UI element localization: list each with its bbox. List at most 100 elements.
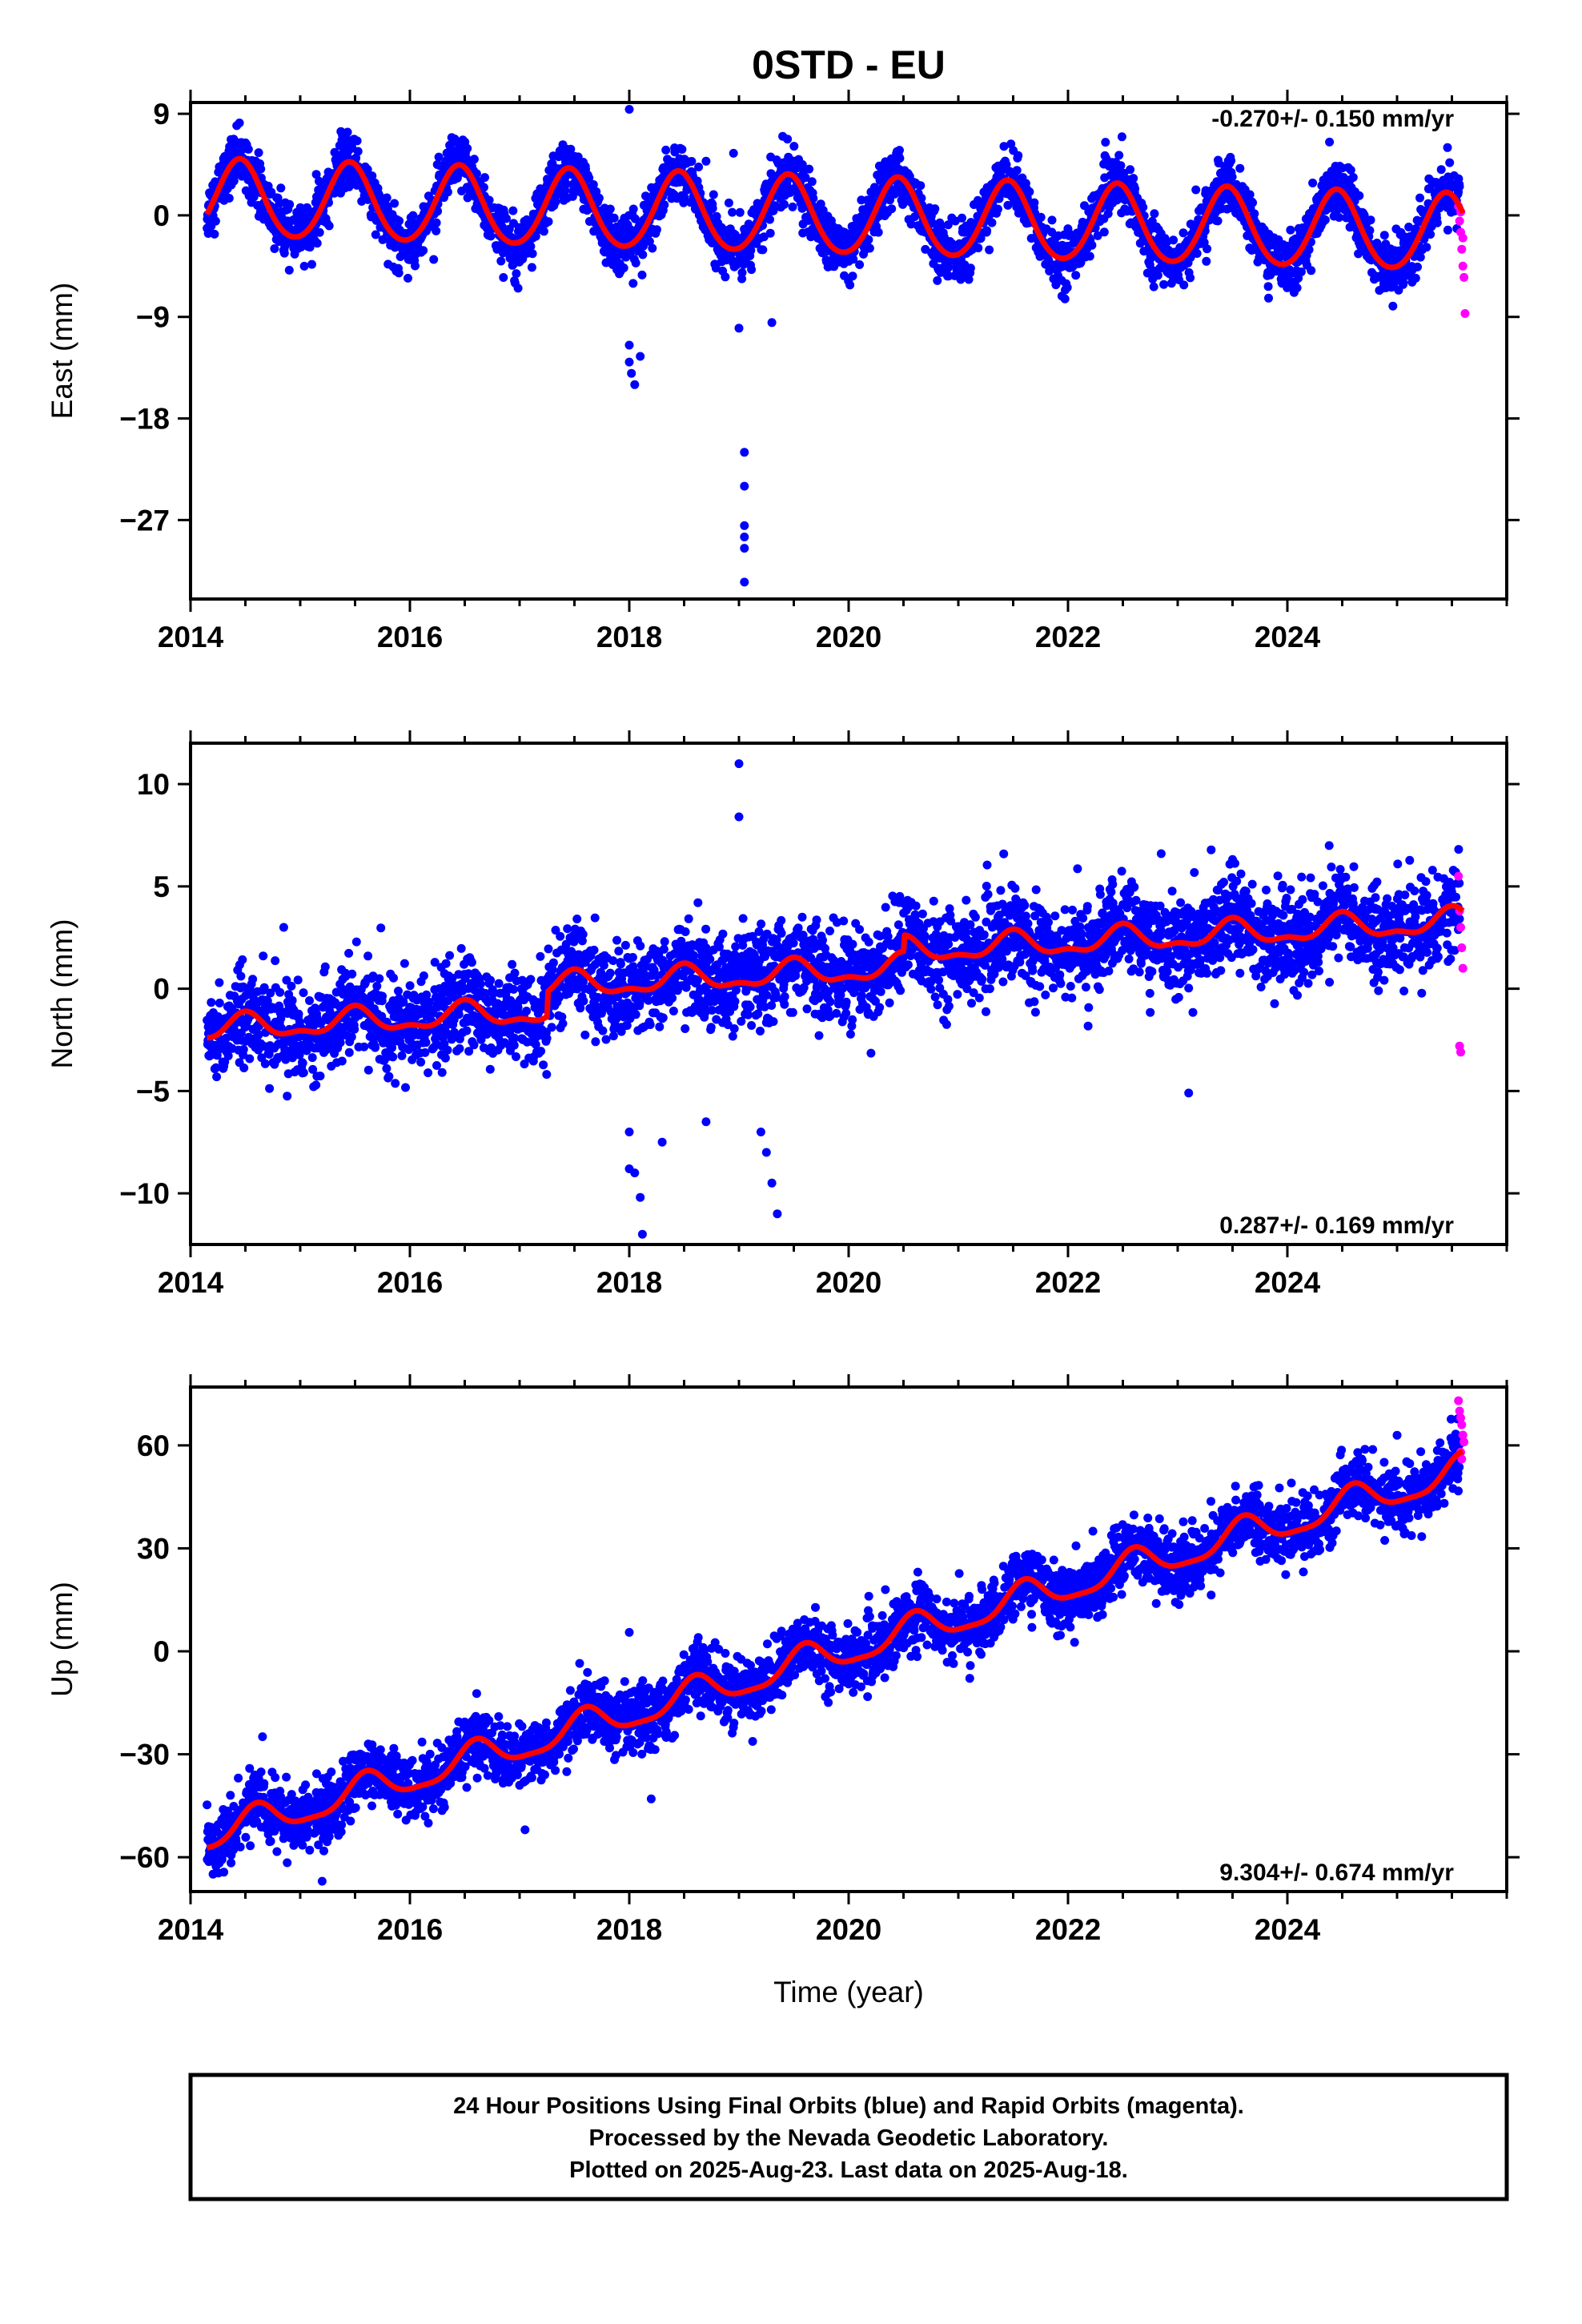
final-orbit-point [801,173,810,183]
final-orbit-point [1191,185,1201,195]
final-orbit-point [352,136,362,146]
final-orbit-point [411,261,420,271]
final-orbit-point [1202,256,1211,266]
final-orbit-point [608,956,618,966]
final-orbit-point [287,981,296,991]
final-orbit-point [375,974,384,983]
final-orbit-point [1117,132,1126,142]
final-orbit-point [1335,213,1344,222]
final-orbit-point [943,220,953,230]
final-orbit-outlier [740,544,749,553]
final-orbit-point [419,971,428,980]
final-orbit-point [933,275,942,285]
final-orbit-point [401,1083,410,1092]
final-orbit-point [561,179,571,189]
final-orbit-point [1069,239,1078,248]
final-orbit-point [445,951,455,960]
final-orbit-point [660,200,669,210]
final-orbit-point [432,1061,441,1070]
final-orbit-point [619,263,628,272]
final-orbit-point [510,1033,520,1043]
final-orbit-point [312,239,322,248]
final-orbit-point [1025,187,1034,196]
final-orbit-point [1227,172,1237,182]
final-orbit-point [1296,267,1306,276]
final-orbit-point [601,1035,611,1044]
final-orbit-point [285,199,295,209]
final-orbit-point [509,984,518,994]
final-orbit-point [1304,245,1314,255]
final-orbit-point [400,959,409,968]
final-orbit-point [574,950,584,959]
final-orbit-point [494,979,504,988]
final-orbit-point [343,127,352,137]
final-orbit-point [363,1065,373,1075]
final-orbit-point [628,279,638,288]
final-orbit-point [408,211,418,220]
final-orbit-point [936,222,946,231]
final-orbit-point [450,135,460,143]
final-orbit-point [1003,200,1013,210]
final-orbit-point [557,1012,567,1022]
final-orbit-point [680,192,689,202]
final-orbit-point [560,186,570,195]
final-orbit-point [1179,280,1189,290]
final-orbit-point [531,231,540,241]
final-orbit-point [895,146,904,155]
final-orbit-point [805,164,814,174]
final-orbit-point [488,989,498,999]
final-orbit-point [472,169,481,179]
final-orbit-point [420,1047,430,1057]
x-tick-label: 2018 [596,621,662,653]
final-orbit-point [788,202,797,211]
final-orbit-point [320,962,330,971]
final-orbit-point [363,951,373,961]
final-orbit-point [422,990,432,999]
final-orbit-point [1036,212,1046,222]
final-orbit-point [1203,244,1212,254]
final-orbit-point [351,937,361,947]
final-orbit-point [284,223,294,232]
final-orbit-point [1213,216,1223,226]
final-orbit-point [245,1054,255,1063]
final-orbit-point [1355,191,1364,200]
final-orbit-point [609,213,619,223]
final-orbit-point [344,1047,354,1057]
final-orbit-point [555,993,564,1002]
final-orbit-point [728,207,737,217]
final-orbit-point [855,260,865,269]
final-orbit-point [284,265,294,275]
final-orbit-point [789,142,799,151]
final-orbit-point [974,243,983,253]
final-orbit-point [405,981,415,991]
final-orbit-outlier [734,324,744,333]
final-orbit-point [556,931,565,941]
rapid-orbit-point [1460,309,1470,318]
final-orbit-point [528,249,537,259]
final-orbit-point [1245,190,1255,199]
final-orbit-point [1186,273,1195,283]
final-orbit-point [256,164,266,174]
final-orbit-point [382,193,391,203]
final-orbit-point [1150,209,1159,219]
final-orbit-point [601,240,611,250]
final-orbit-point [890,189,899,199]
final-orbit-point [324,221,334,231]
final-orbit-point [299,261,309,271]
final-orbit-point [711,263,721,273]
final-orbit-point [512,1052,520,1061]
final-orbit-point [264,1049,274,1059]
final-orbit-point [347,1032,356,1042]
final-orbit-point [1071,271,1081,280]
final-orbit-point [276,1014,286,1023]
final-orbit-point [1415,252,1425,262]
final-orbit-point [765,228,775,238]
final-orbit-outlier [740,481,749,491]
final-orbit-point [589,945,599,955]
y-tick-label: −27 [119,504,170,537]
y-tick-label: −9 [136,301,170,334]
final-orbit-point [1116,161,1126,171]
x-tick-label: 2020 [816,621,881,653]
final-orbit-point [1320,215,1330,225]
final-orbit-outlier [767,318,777,328]
